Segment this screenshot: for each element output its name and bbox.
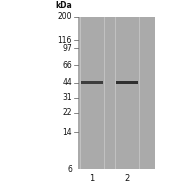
Text: 2: 2	[124, 174, 129, 183]
Text: 44: 44	[62, 78, 72, 87]
Text: 1: 1	[89, 174, 95, 183]
Text: 97: 97	[62, 44, 72, 53]
Bar	[116, 81, 138, 84]
Bar	[81, 81, 103, 84]
Text: 22: 22	[62, 108, 72, 117]
Text: 66: 66	[62, 61, 72, 70]
Text: 14: 14	[62, 128, 72, 137]
Text: 116: 116	[58, 36, 72, 45]
Text: 6: 6	[67, 165, 72, 174]
Bar	[78, 17, 155, 169]
Text: kDa: kDa	[55, 1, 72, 10]
Text: 31: 31	[62, 93, 72, 102]
Text: 200: 200	[58, 12, 72, 21]
